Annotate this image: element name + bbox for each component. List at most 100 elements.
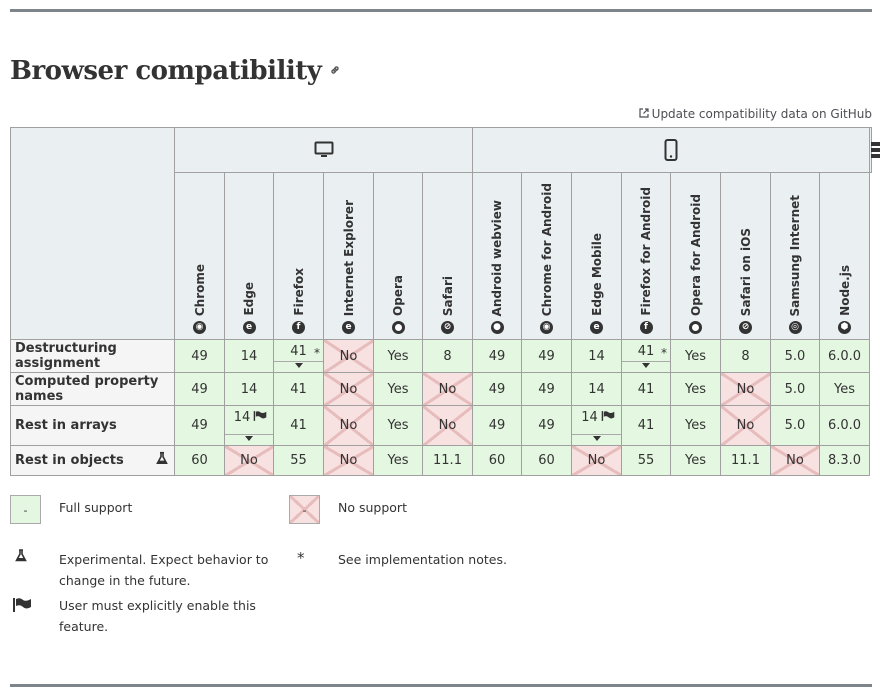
support-cell: 60: [521, 445, 572, 476]
support-cell: 14: [224, 372, 274, 406]
browser-header-samsung-internet: Samsung Internet ◎: [770, 172, 820, 340]
caret-down-icon[interactable]: [274, 361, 323, 370]
support-value: 14: [581, 410, 598, 425]
support-cell: 6.0.0: [819, 339, 870, 373]
browser-name: Edge Mobile: [589, 233, 604, 316]
support-value: Yes: [387, 348, 409, 364]
support-value: No: [240, 453, 258, 468]
support-cell: Yes: [373, 339, 423, 373]
support-value: 60: [488, 453, 506, 468]
top-rule: [10, 9, 872, 12]
samsung-icon: ◎: [788, 321, 802, 334]
edge-icon: e: [242, 321, 256, 334]
compat-table: Chrome ◉ Edge e Firefox f Internet Explorer e Op…: [10, 127, 880, 476]
support-cell[interactable]: 41 *: [621, 339, 671, 373]
browser-header-internet-explorer: Internet Explorer e: [323, 172, 374, 340]
browser-name: Chrome: [192, 263, 207, 316]
flask-icon: [15, 549, 27, 566]
support-cell: Yes: [373, 405, 423, 446]
chrome-icon: ◉: [540, 321, 553, 334]
support-value: 49: [191, 418, 208, 433]
support-value: No: [587, 453, 606, 468]
asterisk-icon: *: [314, 346, 320, 360]
browser-header-opera: Opera: [373, 172, 423, 340]
support-cell: 49: [521, 405, 572, 446]
support-cell: 11.1: [422, 445, 473, 476]
support-cell: 11.1: [720, 445, 771, 476]
support-cell: No: [323, 339, 374, 373]
support-cell: 6.0.0: [819, 405, 870, 446]
support-value: 60: [538, 453, 555, 468]
support-value: No: [339, 453, 358, 468]
platform-row: [10, 127, 880, 340]
support-cell: 55: [273, 445, 324, 476]
support-value: Yes: [685, 348, 706, 364]
asterisk-icon: *: [297, 549, 305, 567]
support-value: 14: [588, 348, 605, 364]
support-cell: No: [720, 405, 771, 446]
browser-header-edge-mobile: Edge Mobile e: [571, 172, 622, 340]
support-value: No: [438, 418, 457, 433]
link-icon[interactable]: [329, 62, 341, 80]
section-heading: Browser compatibility: [10, 54, 341, 88]
nodejs-icon: ⬢: [838, 321, 851, 334]
feature-label: Destructuring assignment: [15, 341, 117, 371]
support-value: 60: [191, 453, 208, 468]
support-cell: 14: [571, 372, 622, 406]
browser-name: Firefox for Android: [639, 187, 653, 316]
update-github-link[interactable]: Update compatibility data on GitHub: [639, 107, 872, 121]
legend-experimental: Experimental. Expect behavior to change …: [59, 552, 269, 588]
flask-icon: [156, 451, 168, 468]
support-cell: 49: [521, 372, 572, 406]
support-value: 49: [488, 381, 506, 397]
support-value: No: [786, 453, 804, 468]
server-icon: [870, 141, 880, 159]
support-cell: 60: [472, 445, 522, 476]
monitor-icon: [175, 141, 472, 159]
support-value: 6.0.0: [827, 418, 862, 433]
bottom-rule: [10, 684, 872, 687]
table-corner: [10, 127, 175, 340]
support-cell: 49: [174, 339, 225, 373]
support-value: 11.1: [731, 453, 760, 468]
android-icon: ●: [490, 321, 504, 334]
firefox-icon: f: [639, 321, 653, 334]
browser-name: Internet Explorer: [341, 199, 356, 316]
feature-label: Rest in arrays: [15, 418, 117, 433]
caret-down-icon[interactable]: [572, 434, 621, 443]
browser-name: Firefox: [291, 268, 306, 316]
browser-header-firefox: Firefox f: [273, 172, 324, 340]
support-cell: 49: [472, 339, 522, 373]
support-cell: No: [323, 372, 374, 406]
browser-row: Chrome ◉ Edge e Firefox f Internet Explorer e Op…: [11, 172, 872, 340]
legend-flag: User must explicitly enable this feature…: [59, 598, 256, 634]
support-cell: 49: [521, 339, 572, 373]
support-value: 14: [588, 381, 605, 397]
support-value: 8.3.0: [827, 453, 862, 468]
support-cell: No: [770, 445, 820, 476]
flag-icon: [601, 410, 615, 421]
support-value: 14: [240, 348, 258, 364]
support-value: 49: [538, 348, 555, 364]
caret-down-icon[interactable]: [225, 434, 273, 443]
caret-down-icon[interactable]: [622, 361, 670, 370]
swatch-symbol: -: [23, 504, 28, 517]
github-link-label: Update compatibility data on GitHub: [651, 107, 872, 121]
support-value: Yes: [685, 453, 706, 468]
support-cell[interactable]: 41 *: [273, 339, 324, 373]
support-cell: Yes: [670, 405, 721, 446]
support-value: 8: [443, 348, 452, 364]
browser-name: Samsung Internet: [788, 194, 802, 316]
table-row: Destructuring assignment 49 14 41 * No Yes 8 49 4…: [10, 339, 872, 373]
support-value: 49: [191, 348, 208, 364]
support-cell: No: [571, 445, 622, 476]
support-cell: 49: [472, 405, 522, 446]
feature-name: Destructuring assignment: [10, 339, 175, 373]
external-link-icon: [639, 107, 649, 121]
support-cell: Yes: [373, 445, 423, 476]
chrome-icon: ◉: [193, 321, 206, 334]
support-cell[interactable]: 14: [224, 405, 274, 446]
support-cell: 41: [273, 405, 324, 446]
support-cell[interactable]: 14: [571, 405, 622, 446]
support-cell: No: [224, 445, 274, 476]
